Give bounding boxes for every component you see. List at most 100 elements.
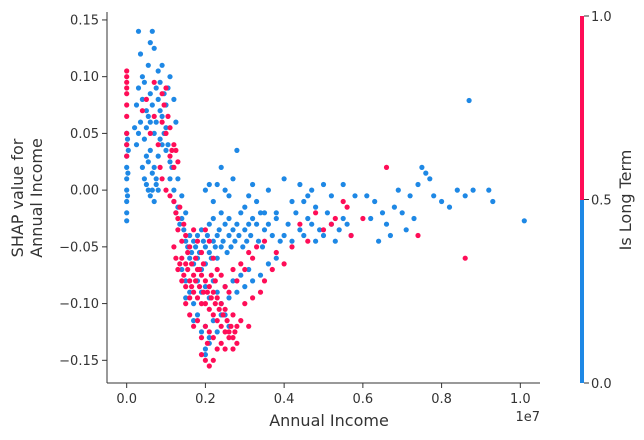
scatter-point [281,176,287,182]
scatter-point [297,221,303,227]
scatter-point [171,142,177,148]
scatter-point [293,210,299,216]
scatter-point [183,295,189,301]
scatter-point [191,238,197,244]
scatter-point [151,79,157,85]
scatter-point [224,249,230,256]
scatter-point [446,204,453,210]
scatter-point [187,255,193,261]
scatter-point [177,221,183,227]
scatter-point [183,261,189,267]
scatter-point [226,215,232,222]
y-axis-ticks: −0.15 −0.10 −0.05 0.00 0.05 0.10 0.15 [59,13,107,369]
scatter-point [261,210,268,216]
scatter-point [141,136,147,142]
scatter-point [161,102,167,108]
x-axis-ticks: 0.0 0.2 0.4 0.6 0.8 1.0 [116,383,531,407]
y-axis-label: SHAP value for Annual Income [8,138,46,258]
scatter-point [226,335,232,341]
scatter-point [246,193,252,199]
scatter-point [191,318,197,324]
scatter-point [336,227,342,233]
scatter-point [277,238,283,244]
scatter-point [147,147,153,153]
scatter-point [222,187,228,193]
scatter-point [411,215,417,222]
y-tick-label: 0.15 [70,13,99,28]
scatter-point [167,159,173,165]
scatter-point [222,329,228,335]
scatter-point [242,227,248,233]
scatter-point [187,289,193,295]
scatter-point [124,198,130,205]
scatter-point [135,28,142,34]
scatter-point [149,187,155,193]
scatter-point [171,198,177,205]
scatter-point [200,261,206,267]
scatter-point [187,278,193,284]
scatter-point [387,232,393,239]
colorbar-tick-label: 1.0 [591,10,612,25]
scatter-point [198,227,205,233]
scatter-point [462,255,468,261]
scatter-point [238,318,244,324]
scatter-point [230,266,236,273]
scatter-point [234,221,240,227]
scatter-point [320,232,327,239]
scatter-point [261,278,268,284]
scatter-point [167,193,173,199]
scatter-point [250,278,256,284]
scatter-point [191,227,197,233]
scatter-point [155,187,161,193]
scatter-point [202,301,208,307]
scatter-point [301,232,307,239]
scatter-point [206,221,212,227]
scatter-point [332,215,338,222]
scatter-point [232,329,238,335]
scatter-point [137,51,144,57]
scatter-point [181,221,187,227]
scatter-point [427,176,433,182]
scatter-point [198,272,205,278]
scatter-point [240,244,246,250]
scatter-point [439,198,445,205]
scatter-point [145,113,151,119]
scatter-point [155,68,161,74]
scatter-point [171,96,177,102]
scatter-point [265,221,271,227]
scatter-point [163,125,169,131]
scatter-point [462,193,468,199]
scatter-point [125,170,131,176]
scatter-point [250,181,256,188]
scatter-point [171,244,177,250]
scatter-point [204,340,210,346]
scatter-point [210,318,216,324]
scatter-point [242,284,248,290]
scatter-points [124,28,527,369]
scatter-point [175,159,181,165]
scatter-point [206,306,212,312]
scatter-point [175,215,181,222]
scatter-point [238,210,244,216]
scatter-point [155,153,161,159]
scatter-point [124,176,130,182]
scatter-point [202,352,208,358]
scatter-point [364,193,370,199]
scatter-point [230,278,236,284]
scatter-point [230,335,236,341]
scatter-point [124,130,130,136]
scatter-point [226,193,232,199]
scatter-point [151,130,157,136]
scatter-point [222,284,228,290]
scatter-point [320,181,327,188]
scatter-point [328,221,334,227]
scatter-point [344,221,350,227]
scatter-point [132,125,138,131]
scatter-point [261,238,268,244]
scatter-point [202,284,208,290]
scatter-point [175,176,181,182]
scatter-point [143,96,149,102]
scatter-point [391,204,397,210]
scatter-point [198,329,205,335]
